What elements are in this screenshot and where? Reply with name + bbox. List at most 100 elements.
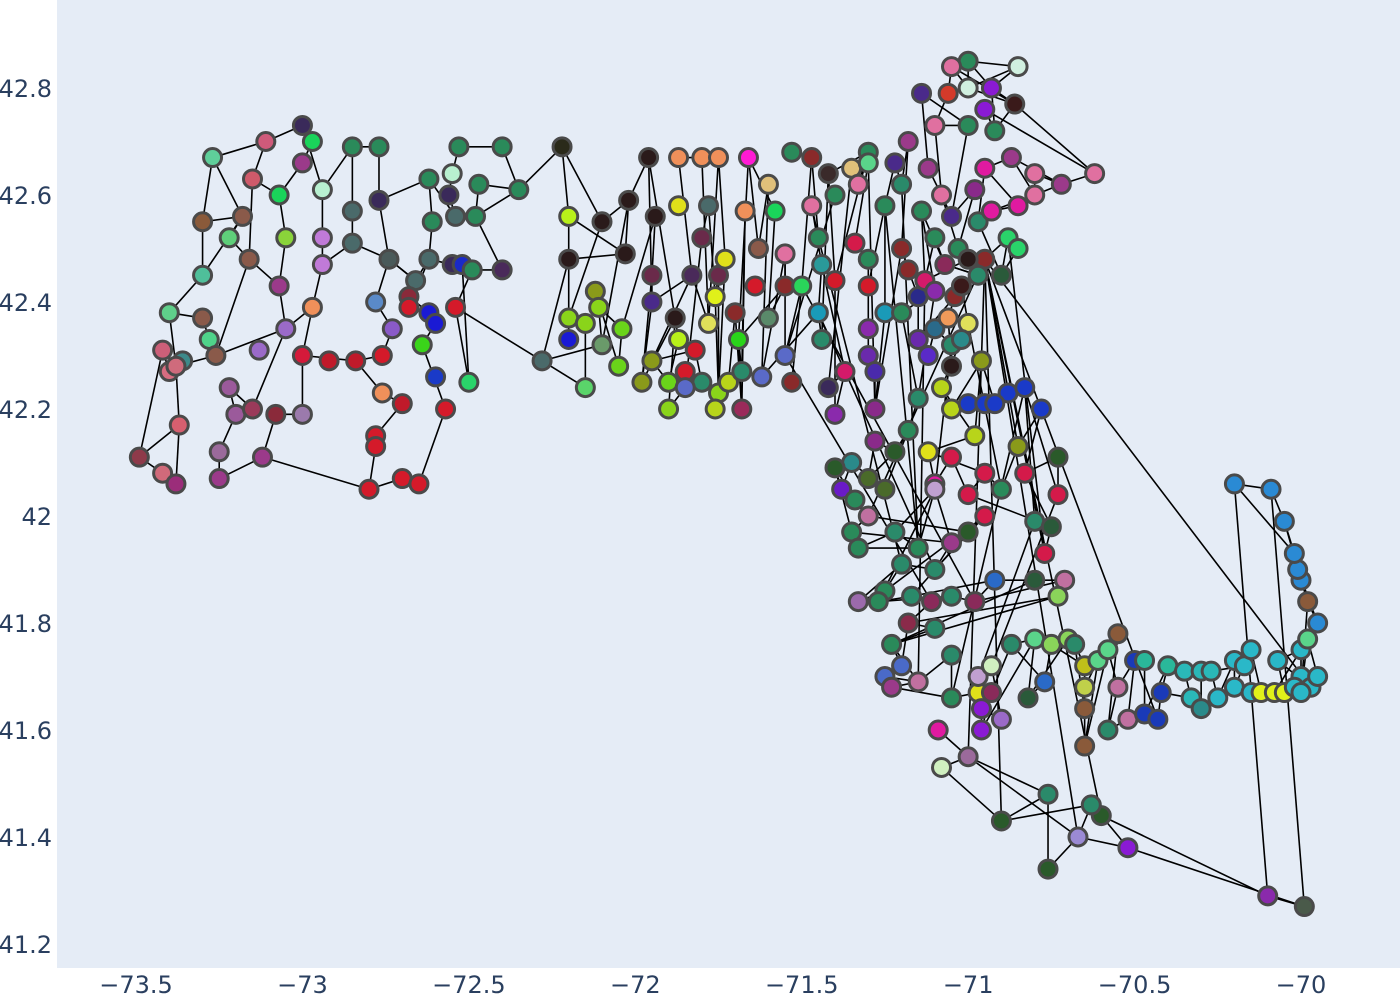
graph-node [1084,163,1106,185]
x-tick-label: −70 [1276,971,1327,999]
graph-edge [900,141,910,249]
graph-node [924,227,946,249]
graph-node [255,131,277,152]
graph-node [1007,238,1029,259]
graph-edge [215,328,287,357]
graph-node [465,205,487,227]
graph-node [531,350,553,372]
graph-node [408,473,430,495]
graph-node [881,633,903,655]
y-tick-label: 42.8 [0,75,52,103]
graph-node [1134,649,1156,671]
graph-node [970,719,992,741]
graph-node [1107,623,1129,645]
graph-node [824,184,846,206]
graph-node [341,232,363,254]
graph-node [974,98,996,120]
graph-node [368,189,390,211]
graph-node [668,147,690,169]
graph-node [884,441,906,463]
graph-node [435,398,457,420]
graph-node [1000,147,1022,169]
graph-node [1007,56,1029,78]
graph-node [574,377,596,399]
graph-node [378,248,400,270]
graph-edge [884,205,920,549]
graph-node [618,189,640,211]
graph-node [964,179,986,201]
graph-node [291,403,313,425]
graph-node [724,302,746,324]
graph-node [275,318,297,340]
graph-node [984,120,1006,142]
graph-node [1290,682,1312,704]
graph-node [714,248,736,270]
graph-node [884,152,906,174]
graph-node [990,708,1012,730]
graph-node [165,473,187,495]
graph-node [811,254,833,276]
graph-node [874,478,896,500]
graph-node [668,328,690,350]
graph-node [924,617,946,639]
graph-node [990,264,1012,286]
graph-edge [967,756,1049,795]
graph-edge [834,467,853,533]
graph-node [158,302,180,324]
graph-edge [867,205,886,287]
nodes-layer [128,50,1329,918]
graph-node [371,345,393,366]
graph-edge [561,146,570,217]
graph-node [781,371,803,393]
x-axis-ticks: −73.5 −73 −72.5 −72 −71.5 −71 −70.5 −70 [99,971,1326,999]
graph-node [747,238,769,259]
graph-edge [920,211,926,281]
graph-node [128,446,150,468]
graph-node [152,339,174,361]
graph-node [834,361,856,383]
graph-edge [980,638,1036,731]
graph-edge [717,157,726,260]
graph-edge [641,301,653,383]
graph-node [967,666,989,687]
graph-node [1293,896,1315,918]
graph-node [941,446,962,468]
graph-node [717,371,739,393]
graph-node [1307,612,1329,634]
graph-edge [761,312,819,378]
graph-node [1297,628,1319,650]
graph-node [811,328,833,350]
graph-edge [940,766,1002,822]
graph-node [941,585,962,607]
graph-node [917,157,939,179]
graph-node [924,478,946,500]
graph-node [242,398,263,420]
graph-node [704,398,726,420]
graph-node [774,243,796,265]
graph-edge [418,408,447,485]
graph-edge [950,125,969,217]
graph-node [891,553,913,575]
graph-node [608,355,630,377]
graph-node [1150,682,1172,704]
y-tick-label: 41.8 [0,610,52,638]
graph-node [807,302,829,324]
graph-node [970,698,992,720]
graph-node [1000,633,1022,655]
graph-edge [211,157,244,217]
graph-node [911,200,933,222]
graph-node [1030,398,1052,420]
x-tick-label: −71 [943,971,994,999]
graph-edge [757,184,770,249]
graph-node [874,195,896,217]
graph-node [1273,510,1295,532]
y-tick-label: 42.4 [0,289,52,317]
graph-edge [747,157,760,249]
graph-edge [854,162,870,244]
graph-node [1024,184,1046,206]
graph-node [345,350,367,372]
graph-node [461,259,483,281]
graph-node [268,275,290,297]
graph-node [884,521,906,543]
